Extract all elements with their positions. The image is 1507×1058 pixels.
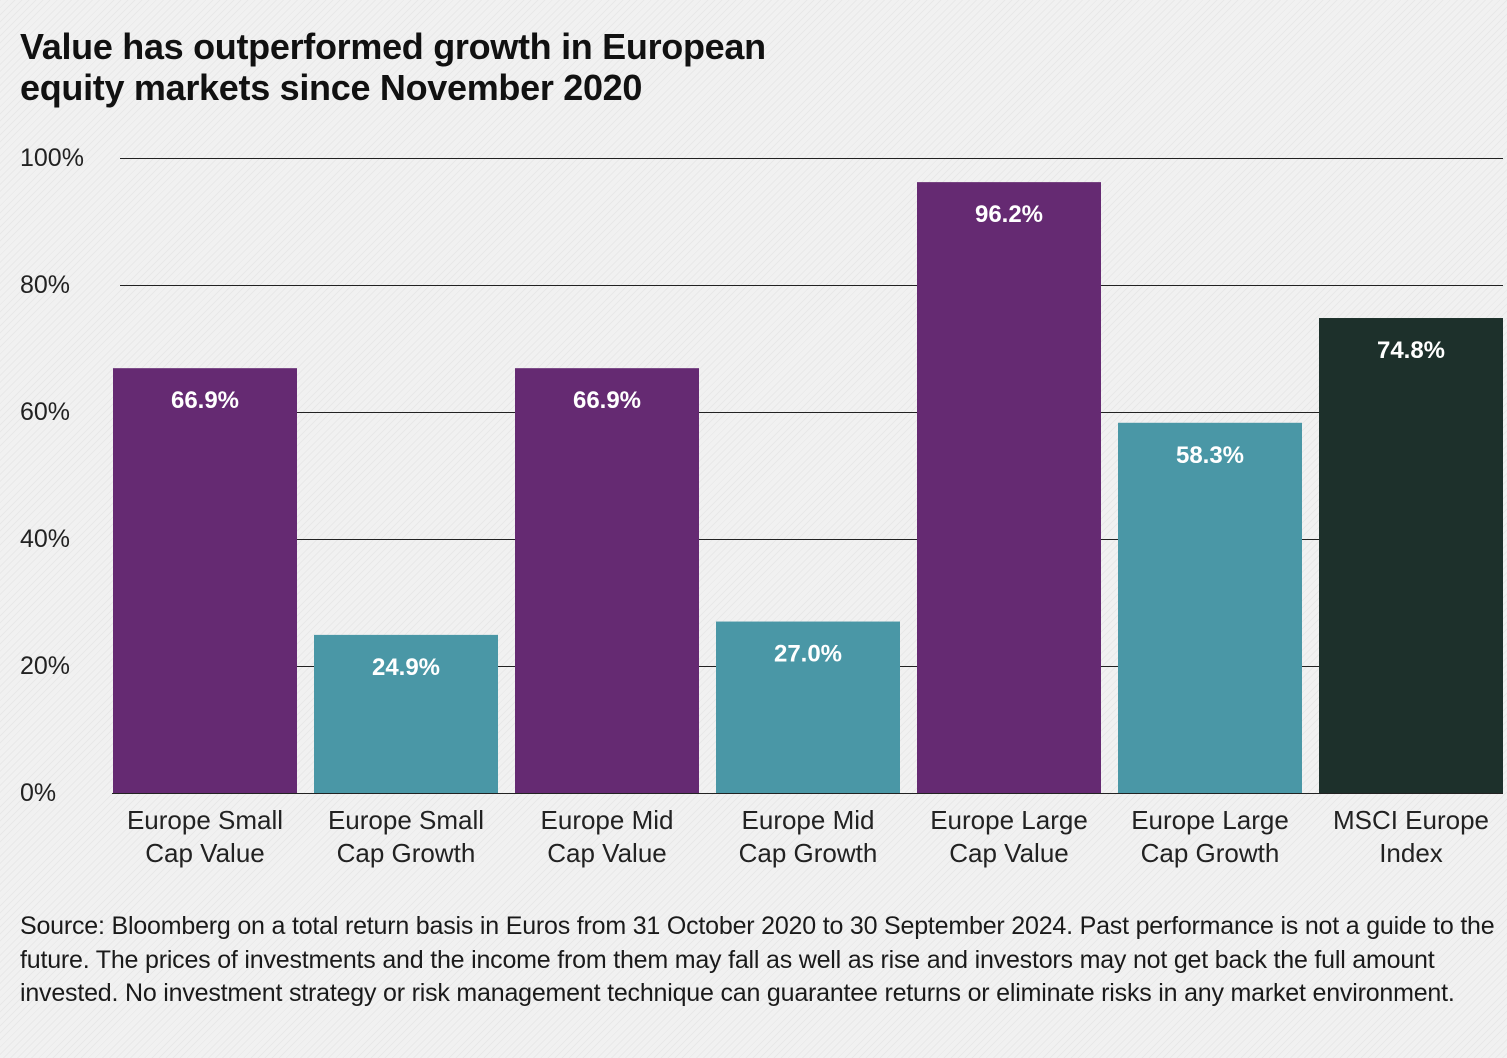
y-tick-label: 60% bbox=[20, 398, 70, 426]
bar-data-label: 27.0% bbox=[774, 641, 842, 668]
x-category-label: Cap Value bbox=[949, 838, 1069, 868]
x-category-label: Europe Large bbox=[930, 805, 1088, 835]
x-category-label: Europe Small bbox=[127, 805, 283, 835]
x-category-label: Europe Small bbox=[328, 805, 484, 835]
bar-data-label: 58.3% bbox=[1176, 442, 1244, 469]
x-category-label: Cap Value bbox=[547, 838, 667, 868]
x-category-label: Index bbox=[1379, 838, 1443, 868]
bar bbox=[113, 368, 297, 793]
x-category-label: Cap Growth bbox=[1141, 838, 1280, 868]
x-category-label: Europe Large bbox=[1131, 805, 1289, 835]
bar bbox=[716, 621, 900, 793]
x-category-label: Europe Mid bbox=[742, 805, 875, 835]
chart-title: Value has outperformed growth in Europea… bbox=[20, 26, 766, 108]
x-category-label: Cap Growth bbox=[739, 838, 878, 868]
bar bbox=[917, 182, 1101, 793]
bar bbox=[1319, 318, 1503, 793]
source-footnote: Source: Bloomberg on a total return basi… bbox=[20, 912, 1495, 1007]
x-category-label: Cap Growth bbox=[337, 838, 476, 868]
bars bbox=[113, 182, 1503, 793]
x-category-label: Europe Mid bbox=[541, 805, 674, 835]
bar-data-labels: 66.9% 24.9% 66.9% 27.0% 96.2% 58.3% 74.8% bbox=[171, 201, 1445, 681]
bar-data-label: 66.9% bbox=[573, 387, 641, 414]
y-tick-label: 80% bbox=[20, 271, 70, 299]
bar-data-label: 96.2% bbox=[975, 201, 1043, 228]
bar bbox=[515, 368, 699, 793]
bar-data-label: 66.9% bbox=[171, 387, 239, 414]
y-tick-label: 100% bbox=[20, 144, 84, 172]
bar-data-label: 74.8% bbox=[1377, 337, 1445, 364]
bar bbox=[314, 634, 498, 793]
bar-data-label: 24.9% bbox=[372, 654, 440, 681]
x-category-label: MSCI Europe bbox=[1333, 805, 1489, 835]
y-axis-tick-labels: 0% 20% 40% 60% 80% 100% bbox=[20, 144, 84, 807]
y-tick-label: 0% bbox=[20, 779, 56, 807]
bar bbox=[1118, 422, 1302, 793]
y-tick-label: 20% bbox=[20, 652, 70, 680]
x-category-label: Cap Value bbox=[145, 838, 265, 868]
y-tick-label: 40% bbox=[20, 525, 70, 553]
bar-chart: 0% 20% 40% 60% 80% 100% 66.9% 24.9% 66.9% 27.0% 9… bbox=[20, 144, 1503, 868]
